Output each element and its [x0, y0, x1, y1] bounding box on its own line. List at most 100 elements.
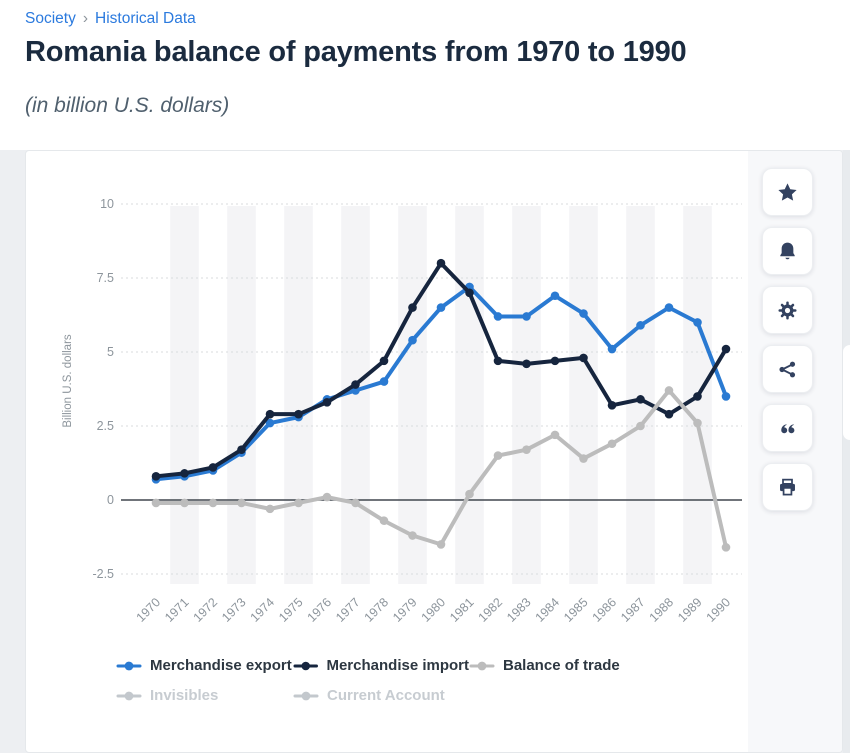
data-point-balance-of-trade[interactable]: [436, 540, 446, 549]
breadcrumb-link-society[interactable]: Society: [25, 10, 76, 27]
quote-icon: [781, 423, 795, 433]
legend-item-merchandise-export[interactable]: Merchandise export: [116, 657, 293, 674]
data-point-merchandise-import[interactable]: [322, 398, 332, 407]
data-point-balance-of-trade[interactable]: [693, 418, 702, 428]
data-point-merchandise-import[interactable]: [664, 409, 674, 419]
x-tick-label: 1984: [533, 595, 563, 625]
legend-item-invisibles[interactable]: Invisibles: [116, 687, 293, 704]
data-point-balance-of-trade[interactable]: [379, 516, 389, 526]
breadcrumb-separator: ›: [82, 10, 89, 27]
data-point-merchandise-export[interactable]: [693, 318, 702, 327]
data-point-merchandise-import[interactable]: [436, 258, 446, 268]
print-button[interactable]: [762, 463, 813, 511]
legend-item-balance-of-trade[interactable]: Balance of trade: [469, 657, 620, 674]
data-point-merchandise-export[interactable]: [265, 418, 275, 428]
data-point-balance-of-trade[interactable]: [721, 543, 731, 552]
notifications-button[interactable]: [762, 227, 813, 275]
data-point-merchandise-export[interactable]: [351, 386, 360, 395]
data-point-balance-of-trade[interactable]: [636, 421, 645, 431]
x-axis-labels: 1970197119721973197419751976197719781979…: [134, 595, 734, 625]
cite-button[interactable]: [762, 404, 813, 452]
action-button-column: [762, 168, 813, 511]
data-point-balance-of-trade[interactable]: [664, 386, 674, 395]
x-tick-label: 1975: [276, 595, 306, 625]
data-point-merchandise-import[interactable]: [180, 469, 189, 478]
y-tick-label: 10: [100, 197, 114, 211]
legend-item-merchandise-import[interactable]: Merchandise import: [293, 657, 469, 674]
data-point-merchandise-import[interactable]: [493, 356, 503, 366]
data-point-merchandise-import[interactable]: [522, 359, 531, 369]
data-point-merchandise-import[interactable]: [208, 463, 218, 472]
data-point-merchandise-import[interactable]: [465, 288, 474, 298]
series-merchandise-import: [151, 258, 731, 481]
data-point-balance-of-trade[interactable]: [579, 454, 588, 463]
share-button[interactable]: [762, 345, 813, 393]
printer-icon: [780, 478, 795, 495]
data-point-balance-of-trade[interactable]: [351, 498, 360, 508]
legend-label: Balance of trade: [503, 657, 620, 674]
data-point-merchandise-export[interactable]: [721, 392, 731, 401]
data-point-merchandise-import[interactable]: [550, 356, 560, 366]
data-point-merchandise-import[interactable]: [408, 303, 417, 312]
data-point-merchandise-import[interactable]: [636, 395, 645, 404]
data-point-merchandise-import[interactable]: [294, 409, 303, 419]
data-point-balance-of-trade[interactable]: [550, 430, 560, 440]
x-tick-label: 1974: [248, 595, 278, 625]
data-point-merchandise-import[interactable]: [151, 472, 161, 481]
data-point-balance-of-trade[interactable]: [180, 498, 189, 508]
data-point-balance-of-trade[interactable]: [408, 531, 417, 540]
y-tick-label: -2.5: [92, 567, 114, 581]
legend-label: Merchandise export: [150, 657, 292, 674]
page-subtitle: (in billion U.S. dollars): [25, 94, 230, 117]
data-point-merchandise-export[interactable]: [522, 312, 531, 321]
x-tick-label: 1980: [419, 595, 449, 625]
side-panel-handle[interactable]: [843, 345, 850, 440]
data-point-balance-of-trade[interactable]: [465, 489, 474, 499]
data-point-merchandise-export[interactable]: [579, 309, 588, 318]
data-point-balance-of-trade[interactable]: [151, 498, 161, 508]
y-axis-labels: 10 7.5 5 2.5 0 -2.5: [92, 197, 114, 581]
settings-button[interactable]: [762, 286, 813, 334]
star-icon: [778, 182, 797, 201]
data-point-merchandise-import[interactable]: [237, 445, 246, 454]
series-merchandise-export: [151, 282, 731, 484]
data-point-merchandise-export[interactable]: [636, 321, 645, 330]
data-point-merchandise-export[interactable]: [493, 312, 503, 321]
data-point-merchandise-import[interactable]: [351, 380, 360, 389]
data-point-balance-of-trade[interactable]: [322, 492, 332, 502]
data-point-balance-of-trade[interactable]: [493, 451, 503, 460]
data-point-balance-of-trade[interactable]: [237, 498, 246, 508]
data-point-merchandise-export[interactable]: [550, 291, 560, 301]
data-point-merchandise-export[interactable]: [379, 377, 389, 386]
data-point-balance-of-trade[interactable]: [522, 445, 531, 454]
legend-item-current-account[interactable]: Current Account: [293, 687, 469, 704]
x-tick-label: 1985: [561, 595, 591, 625]
data-point-merchandise-export[interactable]: [607, 344, 617, 354]
data-point-merchandise-import[interactable]: [265, 409, 275, 419]
x-tick-label: 1979: [390, 595, 420, 625]
data-point-balance-of-trade[interactable]: [265, 504, 275, 514]
data-point-merchandise-import[interactable]: [693, 392, 702, 401]
x-tick-label: 1983: [504, 595, 534, 625]
breadcrumb-link-historical-data[interactable]: Historical Data: [95, 10, 196, 27]
data-point-merchandise-import[interactable]: [379, 356, 389, 366]
content-stage: 10 7.5 5 2.5 0 -2.5 Billion U.S. dollars 1970 19…: [0, 150, 850, 753]
x-tick-label: 1986: [590, 595, 620, 625]
data-point-merchandise-import[interactable]: [721, 344, 731, 354]
data-point-merchandise-export[interactable]: [408, 335, 417, 345]
data-point-merchandise-import[interactable]: [579, 353, 588, 363]
data-point-balance-of-trade[interactable]: [607, 439, 617, 449]
x-tick-label: 1978: [362, 595, 392, 625]
x-tick-label: 1976: [305, 595, 335, 625]
data-point-merchandise-export[interactable]: [436, 303, 446, 312]
data-point-merchandise-export[interactable]: [664, 303, 674, 312]
data-point-merchandise-import[interactable]: [607, 400, 617, 410]
breadcrumb: Society › Historical Data: [25, 10, 196, 28]
data-point-balance-of-trade[interactable]: [208, 498, 218, 508]
page-title: Romania balance of payments from 1970 to…: [25, 36, 687, 68]
page-header: Society › Historical Data Romania balance …: [0, 0, 850, 150]
data-point-balance-of-trade[interactable]: [294, 498, 303, 508]
favorite-button[interactable]: [762, 168, 813, 216]
share-icon: [779, 361, 796, 377]
